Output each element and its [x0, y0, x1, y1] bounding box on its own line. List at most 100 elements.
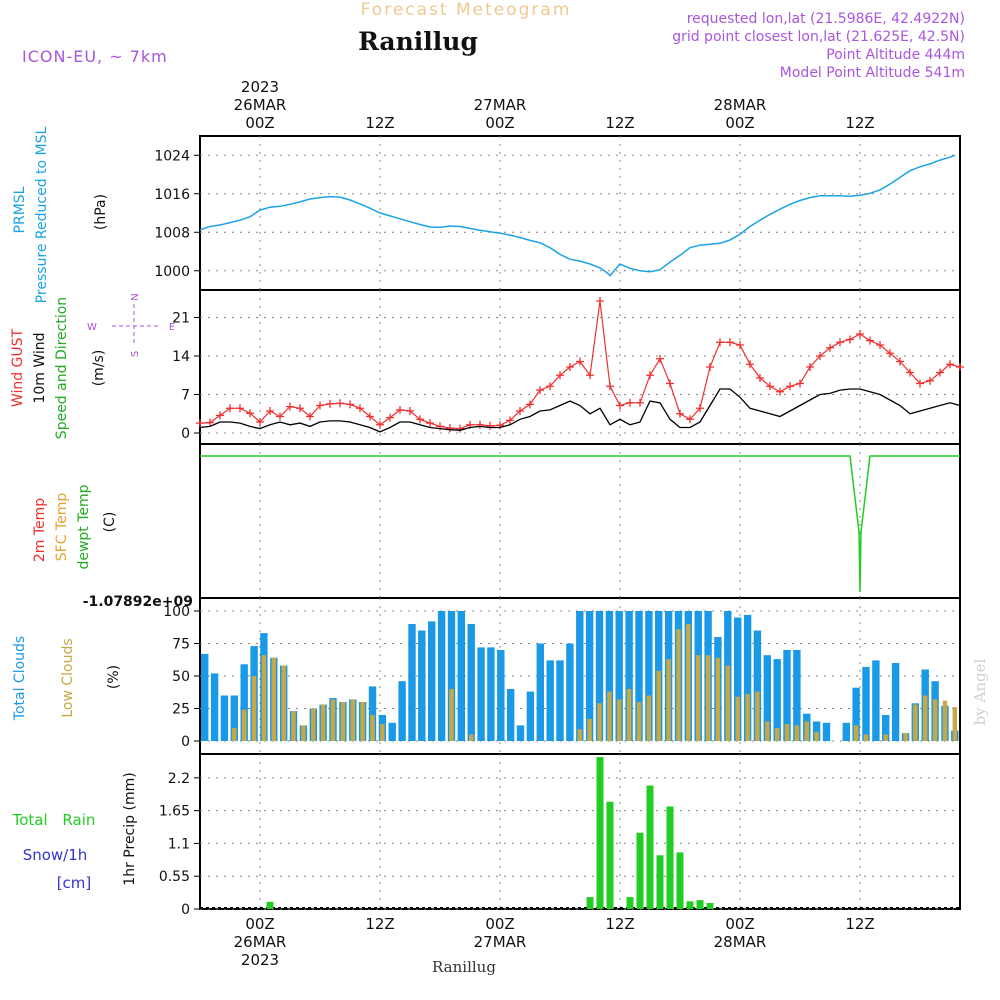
time-axis-label: 2023 — [241, 78, 279, 96]
precip-ytick-label: 1.65 — [159, 804, 190, 820]
rain-bar — [636, 832, 644, 909]
gust-marker — [716, 338, 724, 347]
time-axis-label: 26MAR — [234, 933, 287, 951]
low-cloud-bar — [340, 702, 346, 741]
gust-marker — [636, 398, 644, 407]
total-cloud-bar — [585, 611, 594, 741]
temp-sfc-label: SFC Temp — [54, 493, 70, 562]
gust-marker — [366, 412, 374, 421]
gust-marker — [816, 352, 824, 360]
gust-marker — [296, 404, 304, 413]
gust-marker — [736, 341, 744, 349]
total-cloud-bar — [576, 611, 584, 741]
pressure-ytick-label: 1008 — [154, 225, 190, 241]
rain-bar — [646, 785, 654, 909]
rain-bar — [656, 855, 664, 909]
low-cloud-bar — [350, 699, 355, 741]
time-axis-label: 12Z — [845, 915, 874, 933]
low-cloud-bar — [626, 689, 632, 741]
total-cloud-bar — [398, 681, 406, 741]
total-cloud-bar — [556, 660, 564, 741]
low-cloud-bar — [794, 725, 800, 741]
total-cloud-bar — [862, 666, 870, 741]
total-cloud-bar — [240, 664, 248, 741]
low-cloud-bar — [755, 691, 760, 741]
total-cloud-bar — [743, 614, 752, 741]
temp-min-tick: -1.07892e+09 — [83, 594, 193, 610]
gust-marker — [916, 379, 924, 388]
gust-marker — [206, 418, 214, 427]
time-axis-label: 12Z — [365, 114, 394, 132]
gust-marker — [686, 415, 694, 424]
total-cloud-bar — [763, 655, 771, 741]
total-cloud-bar — [891, 663, 900, 741]
gust-marker — [836, 338, 844, 347]
clouds-ytick-label: 0 — [181, 734, 190, 750]
low-cloud-bar — [271, 657, 276, 741]
total-cloud-bar — [210, 673, 219, 741]
low-cloud-bar — [775, 728, 780, 741]
total-cloud-bar — [388, 722, 396, 741]
low-cloud-bar — [232, 728, 237, 741]
wind-label: 10m Wind — [32, 332, 48, 403]
low-cloud-bar — [735, 696, 740, 741]
gust-marker — [676, 409, 684, 418]
gust-marker — [936, 368, 944, 377]
total-cloud-bar — [368, 686, 377, 741]
rain-bar — [686, 901, 694, 910]
gust-label: Wind GUST — [10, 328, 26, 407]
time-axis-label: 00Z — [245, 114, 274, 132]
rain-bar — [266, 901, 274, 909]
gust-marker — [276, 412, 284, 421]
gust-marker — [236, 404, 244, 413]
model-altitude: Model Point Altitude 541m — [780, 65, 965, 81]
total-cloud-bar — [418, 630, 426, 741]
total-cloud-bar — [793, 650, 801, 741]
gust-marker — [586, 371, 594, 380]
total-cloud-bar — [783, 650, 791, 741]
gust-marker — [386, 413, 394, 422]
pressure-label-2: Pressure Reduced to MSL — [34, 126, 50, 303]
wind-dir-label: Speed and Direction — [54, 297, 70, 439]
clouds-ylabel: (%) — [106, 665, 122, 689]
gust-marker — [926, 376, 934, 385]
rain-bar — [626, 897, 634, 909]
rain-bar — [666, 806, 674, 909]
gust-marker — [956, 363, 964, 371]
total-cloud-bar — [201, 653, 209, 741]
gust-marker — [606, 382, 614, 391]
gust-marker — [886, 349, 894, 358]
gust-marker — [876, 341, 884, 349]
gust-marker — [456, 424, 464, 433]
low-cloud-bar — [725, 665, 730, 741]
gust-marker — [856, 330, 864, 338]
low-cloud-bar — [380, 724, 385, 741]
low-cloud-bar — [370, 715, 375, 741]
low-cloud-bar — [617, 699, 622, 741]
gust-marker — [306, 412, 314, 421]
pressure-ytick-label: 1000 — [154, 264, 190, 280]
low-cloud-bar — [913, 704, 918, 741]
time-axis-label: 00Z — [725, 915, 754, 933]
gust-marker — [656, 354, 664, 363]
gust-marker — [846, 335, 854, 344]
gust-marker — [906, 368, 914, 377]
station-title: Ranillug — [358, 27, 478, 56]
pressure-line — [199, 154, 956, 277]
low-cloud-bar — [597, 703, 602, 741]
gust-marker — [396, 405, 404, 414]
rain-label: Total Rain — [12, 811, 96, 829]
compass-n: N — [130, 293, 141, 300]
rain-bar — [596, 757, 604, 909]
gust-marker — [376, 420, 384, 429]
precip-ytick-label: 1.1 — [168, 836, 190, 852]
low-cloud-bar — [469, 734, 474, 741]
low-cloud-bar — [656, 670, 661, 741]
clouds-ytick-label: 75 — [172, 637, 190, 653]
wind-line — [199, 388, 961, 433]
total-cloud-bar — [872, 660, 880, 741]
wind-ylabel: (m/s) — [91, 350, 107, 387]
total-cloud-bar — [822, 722, 831, 741]
low-cloud-bar — [952, 707, 957, 741]
